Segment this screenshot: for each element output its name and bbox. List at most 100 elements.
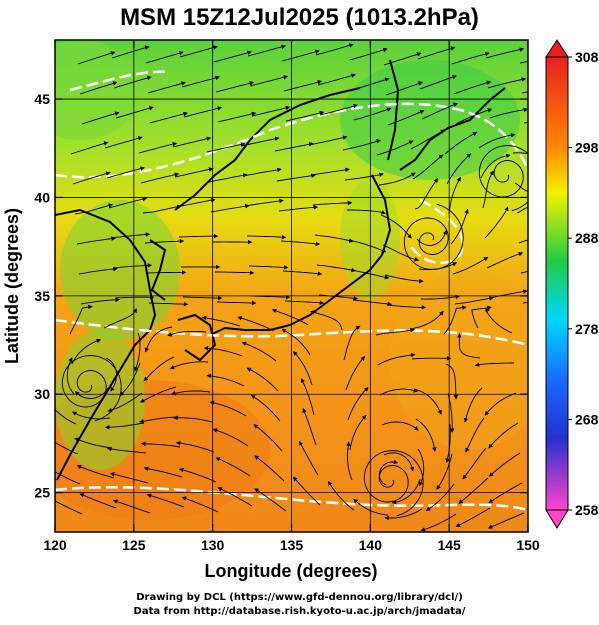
streamline	[308, 135, 348, 146]
streamline	[377, 352, 416, 366]
isotherm-contours	[55, 70, 528, 512]
streamline	[138, 141, 178, 154]
streamline	[145, 51, 184, 64]
streamline	[140, 441, 181, 448]
axis-ticks	[54, 40, 529, 532]
streamline	[379, 388, 419, 396]
streamline	[69, 304, 93, 335]
streamline	[315, 43, 354, 56]
streamline	[143, 466, 183, 478]
streamline	[74, 387, 109, 399]
streamline	[111, 45, 150, 59]
streamline	[183, 106, 223, 118]
streamline	[144, 326, 173, 353]
streamline	[302, 407, 317, 446]
streamline	[412, 154, 444, 180]
streamline	[254, 488, 287, 512]
streamline	[79, 493, 117, 509]
streamline	[419, 75, 457, 90]
streamline	[244, 198, 284, 207]
streamline	[79, 81, 118, 95]
streamline	[139, 416, 179, 424]
credit-data: Data from http://database.rish.kyoto-u.a…	[133, 606, 466, 617]
streamline	[353, 107, 392, 121]
streamline	[310, 310, 343, 331]
streamline	[376, 140, 414, 156]
warm-region	[390, 270, 528, 450]
streamline	[115, 106, 154, 119]
wind-streamlines	[55, 43, 528, 532]
streamline	[447, 393, 455, 433]
streamline	[280, 240, 321, 247]
streamline	[480, 153, 511, 179]
streamline	[134, 332, 141, 372]
streamline	[380, 214, 412, 239]
streamline	[283, 80, 323, 92]
streamline	[248, 265, 289, 270]
streamline	[458, 477, 489, 504]
streamline	[486, 252, 524, 269]
streamline	[216, 300, 257, 306]
streamline	[413, 388, 442, 415]
streamline	[282, 270, 323, 276]
streamline	[147, 81, 186, 94]
streamline	[142, 204, 182, 214]
streamline	[215, 457, 251, 477]
streamline	[105, 357, 117, 392]
streamline	[55, 408, 77, 425]
streamline	[113, 75, 152, 89]
x-tick-label: 125	[122, 537, 146, 553]
streamline	[293, 351, 313, 386]
streamline	[209, 400, 247, 417]
streamline	[274, 141, 314, 152]
streamline	[319, 103, 358, 116]
streamline	[300, 377, 315, 416]
streamline	[409, 310, 444, 330]
streamline	[171, 390, 211, 396]
streamline	[445, 363, 459, 400]
streamline	[384, 274, 424, 284]
streamline	[106, 166, 145, 179]
streamline	[210, 203, 250, 213]
streamline	[254, 455, 285, 482]
streamline	[347, 209, 386, 215]
streamline	[76, 236, 116, 245]
streamline	[382, 244, 420, 262]
streamline	[352, 299, 393, 307]
streamline	[178, 467, 217, 483]
streamline	[107, 392, 143, 413]
streamline	[421, 102, 458, 120]
streamline	[144, 238, 185, 244]
streamline	[381, 421, 419, 431]
streamline	[72, 411, 111, 420]
streamline	[465, 417, 485, 453]
streamline	[55, 441, 79, 455]
streamline	[343, 325, 361, 361]
streamline	[415, 418, 437, 452]
streamline	[74, 437, 113, 449]
streamline	[217, 111, 257, 123]
streamline	[240, 136, 280, 147]
streamline	[411, 356, 452, 361]
streamline	[455, 108, 493, 125]
streamline	[55, 500, 83, 515]
streamline	[316, 264, 356, 273]
streamline	[350, 269, 390, 280]
y-tick-label: 30	[34, 386, 50, 402]
streamline	[436, 453, 453, 490]
colorbar-tick-label: 278	[575, 321, 599, 337]
streamline	[471, 305, 492, 329]
streamline	[454, 296, 494, 305]
streamline	[175, 440, 215, 453]
vortex-spiral	[61, 355, 122, 422]
streamline	[181, 496, 219, 513]
streamline	[206, 373, 245, 387]
streamline	[203, 345, 243, 357]
streamline	[103, 308, 137, 329]
streamline	[241, 341, 277, 362]
streamline	[312, 200, 353, 206]
streamline	[416, 229, 448, 246]
streamline	[237, 316, 275, 332]
streamline	[378, 459, 399, 486]
